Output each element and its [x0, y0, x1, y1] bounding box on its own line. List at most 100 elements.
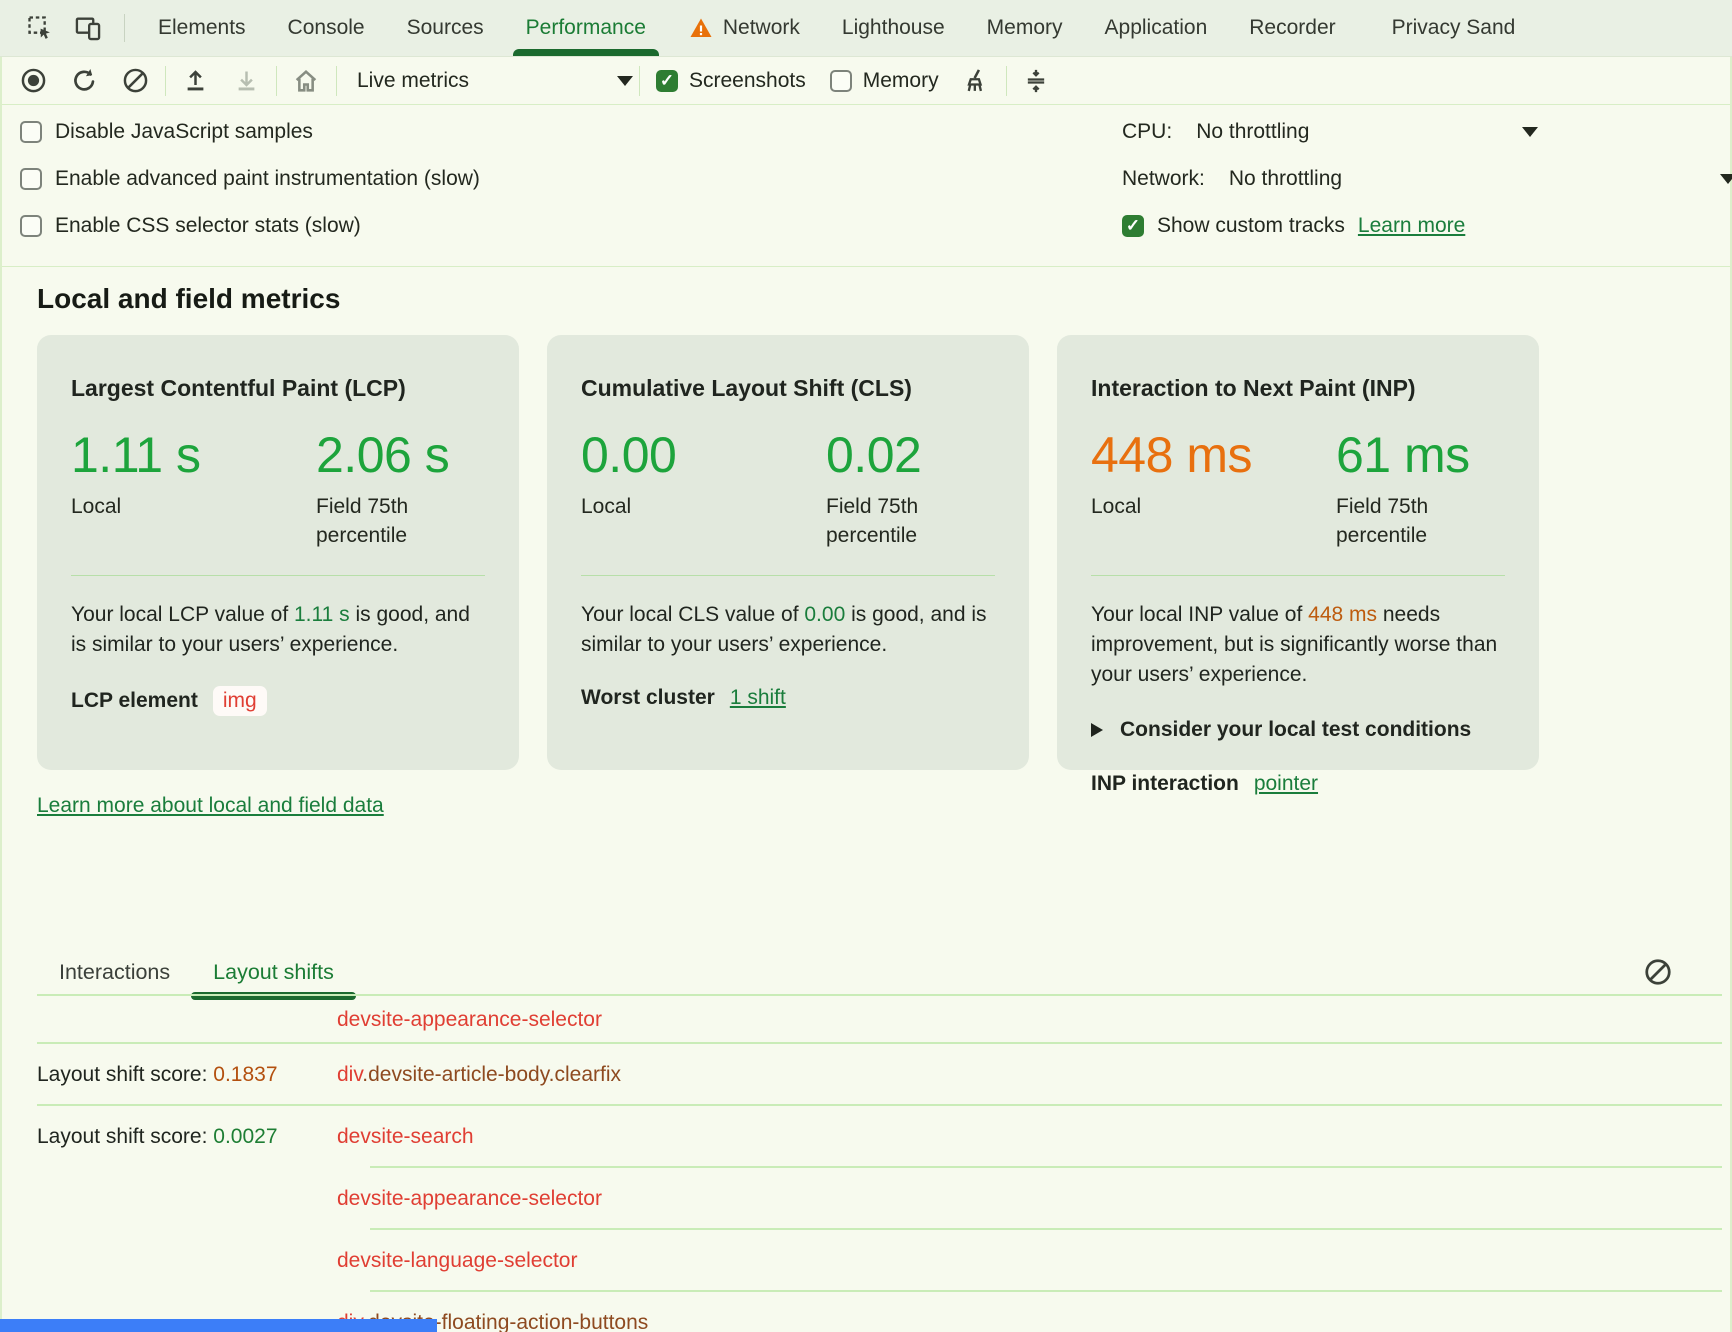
record-button[interactable] [20, 68, 46, 94]
active-tab-underline [513, 49, 659, 56]
memory-checkbox[interactable] [830, 70, 852, 92]
inp-field-value: 61 ms [1336, 426, 1496, 484]
memory-label: Memory [863, 69, 939, 93]
score-value: 0.1837 [213, 1063, 277, 1086]
layout-shift-element[interactable]: devsite-search [337, 1125, 474, 1149]
collect-garbage-button[interactable] [963, 68, 989, 94]
live-metrics-home-button[interactable] [293, 68, 319, 94]
inp-local-label: Local [1091, 493, 1251, 522]
devtools-window: Elements Console Sources Performance Net… [0, 0, 1732, 1332]
device-toolbar-icon [74, 14, 102, 42]
worst-cluster-label: Worst cluster [581, 686, 715, 710]
page-title: Local and field metrics [37, 283, 1730, 315]
clear-log-button[interactable] [1643, 957, 1673, 987]
tab-sources[interactable]: Sources [386, 0, 505, 56]
garbage-collect-brush-icon [962, 67, 990, 95]
screenshots-checkbox[interactable]: ✓ [656, 70, 678, 92]
lcp-description: Your local LCP value of 1.11 s is good, … [71, 600, 485, 660]
inspect-element-button[interactable] [16, 0, 64, 56]
cls-local-value: 0.00 [581, 426, 826, 484]
toolbar-separator [276, 66, 277, 96]
performance-toolbar: Live metrics ✓ Screenshots Memory [2, 57, 1730, 105]
tab-label: Privacy Sand [1392, 16, 1516, 40]
custom-tracks-learn-more-link[interactable]: Learn more [1358, 214, 1465, 238]
tab-label: Memory [987, 16, 1063, 40]
lcp-element-label: LCP element [71, 689, 198, 713]
card-divider [71, 575, 485, 576]
tab-recorder[interactable]: Recorder [1228, 0, 1356, 56]
device-toolbar-button[interactable] [64, 0, 112, 56]
tab-label: Sources [407, 16, 484, 40]
tab-label: Network [723, 16, 800, 40]
inp-description: Your local INP value of 448 ms needs imp… [1091, 600, 1505, 690]
reload-and-record-button[interactable] [71, 68, 97, 94]
collapse-sections-button[interactable] [1023, 68, 1049, 94]
layout-shift-element[interactable]: devsite-language-selector [337, 1249, 577, 1273]
inp-card: Interaction to Next Paint (INP) 448 ms L… [1057, 335, 1539, 770]
disclosure-label: Consider your local test conditions [1120, 718, 1471, 742]
screenshots-checkbox-group[interactable]: ✓ Screenshots [656, 69, 806, 93]
toolbar-separator [639, 66, 640, 96]
clear-button[interactable] [122, 68, 148, 94]
layout-shift-row: Layout shift score: 0.0027 devsite-searc… [2, 1106, 1730, 1168]
dropdown-arrow-icon [617, 76, 633, 86]
inp-card-title: Interaction to Next Paint (INP) [1091, 375, 1505, 402]
css-selector-stats-checkbox-group[interactable]: Enable CSS selector stats (slow) [20, 211, 480, 240]
layout-shift-score: Layout shift score: 0.0027 [2, 1125, 337, 1149]
screenshots-label: Screenshots [689, 69, 806, 93]
tab-label: Performance [526, 16, 646, 40]
load-profile-button[interactable] [182, 68, 208, 94]
tab-elements[interactable]: Elements [137, 0, 267, 56]
card-divider [1091, 575, 1505, 576]
log-tab-layout-shifts[interactable]: Layout shifts [213, 948, 334, 996]
devtools-tabbar: Elements Console Sources Performance Net… [0, 0, 1732, 57]
layout-shift-row: devsite-appearance-selector [2, 996, 1730, 1044]
cls-field-label: Field 75th percentile [826, 493, 986, 551]
history-select-value: Live metrics [357, 69, 469, 93]
tab-network[interactable]: Network [667, 0, 821, 56]
cpu-throttling-select[interactable]: CPU: No throttling [1122, 117, 1542, 146]
clear-icon [122, 67, 149, 94]
lcp-field-label: Field 75th percentile [316, 493, 476, 551]
inp-field-label: Field 75th percentile [1336, 493, 1496, 551]
download-icon [233, 67, 260, 94]
network-throttling-select[interactable]: Network: No throttling [1122, 164, 1732, 193]
disable-js-samples-checkbox[interactable] [20, 121, 42, 143]
lcp-field-value: 2.06 s [316, 426, 476, 484]
inp-local-value: 448 ms [1091, 426, 1336, 484]
worst-cluster-link[interactable]: 1 shift [730, 686, 786, 710]
tab-console[interactable]: Console [267, 0, 386, 56]
layout-shift-element[interactable]: devsite-appearance-selector [337, 1187, 602, 1211]
layout-shift-row: Layout shift score: 0.1837 div.devsite-a… [2, 1044, 1730, 1106]
tab-application[interactable]: Application [1084, 0, 1229, 56]
log-tab-label: Interactions [59, 960, 170, 985]
history-select[interactable]: Live metrics [357, 69, 633, 93]
advanced-paint-checkbox-group[interactable]: Enable advanced paint instrumentation (s… [20, 164, 480, 193]
css-selector-stats-checkbox[interactable] [20, 215, 42, 237]
tab-performance[interactable]: Performance [505, 0, 667, 56]
local-field-learn-more-link[interactable]: Learn more about local and field data [37, 794, 384, 818]
local-test-conditions-disclosure[interactable]: Consider your local test conditions [1091, 718, 1505, 742]
save-profile-button[interactable] [233, 68, 259, 94]
disable-js-samples-checkbox-group[interactable]: Disable JavaScript samples [20, 117, 480, 146]
layout-shift-element[interactable]: div.devsite-article-body.clearfix [337, 1063, 621, 1087]
advanced-paint-checkbox[interactable] [20, 168, 42, 190]
desc-value: 448 ms [1308, 603, 1377, 626]
clear-log-icon [1643, 957, 1673, 987]
memory-checkbox-group[interactable]: Memory [830, 69, 939, 93]
network-label: Network: [1122, 167, 1205, 191]
inp-interaction-link[interactable]: pointer [1254, 772, 1318, 796]
tab-label: Application [1105, 16, 1208, 40]
inspect-cursor-icon [26, 14, 54, 42]
layout-shift-element[interactable]: devsite-appearance-selector [337, 1008, 602, 1032]
layout-shift-row: devsite-language-selector [2, 1230, 1730, 1292]
log-tab-interactions[interactable]: Interactions [59, 948, 170, 996]
tab-privacy-sandbox[interactable]: Privacy Sand [1371, 0, 1537, 56]
show-custom-tracks-checkbox[interactable]: ✓ [1122, 215, 1144, 237]
live-metrics-log: Interactions Layout shifts [2, 948, 1730, 1332]
layout-shift-score: Layout shift score: 0.1837 [2, 1063, 337, 1087]
tab-memory[interactable]: Memory [966, 0, 1084, 56]
lcp-element-chip[interactable]: img [213, 686, 267, 716]
tab-lighthouse[interactable]: Lighthouse [821, 0, 966, 56]
network-throttling-value: No throttling [1229, 167, 1342, 191]
